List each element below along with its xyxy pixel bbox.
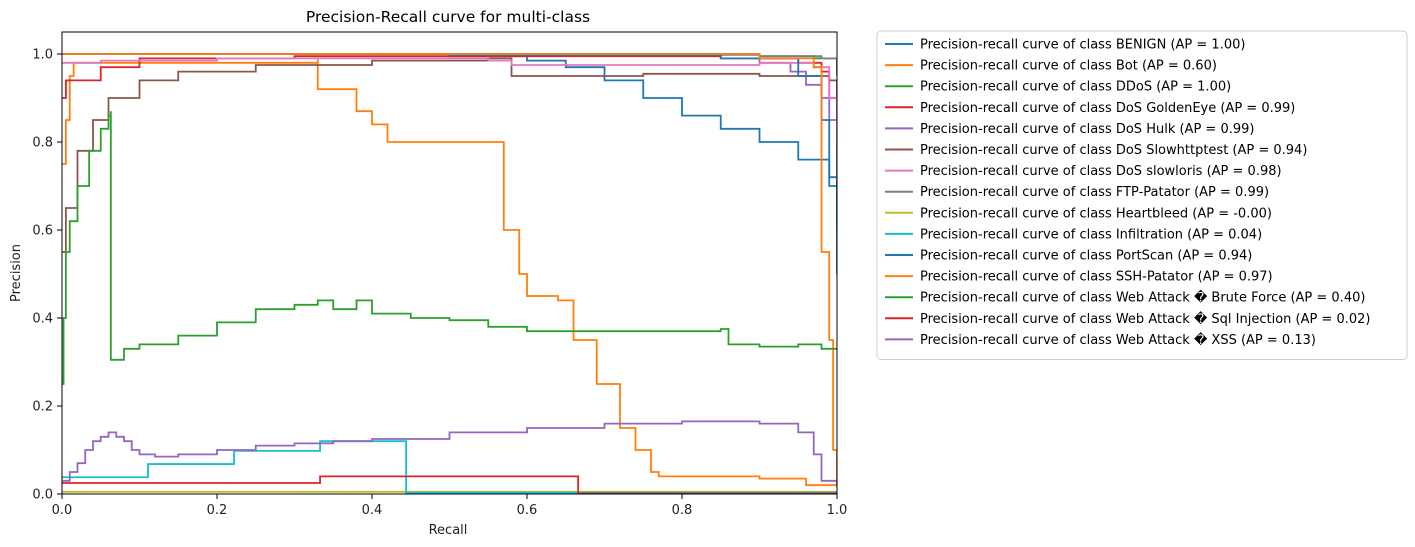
y-axis-label: Precision <box>9 244 24 302</box>
legend-entry: Precision-recall curve of class SSH-Pata… <box>920 270 1273 285</box>
y-axis: 0.0 0.2 0.4 0.6 0.8 1.0 <box>32 48 62 503</box>
y-tick-label: 0.4 <box>32 312 53 327</box>
x-axis: 0.0 0.2 0.4 0.6 0.8 1.0 <box>52 494 848 518</box>
legend-entry: Precision-recall curve of class Web Atta… <box>920 331 1316 348</box>
series-line-10 <box>62 53 837 274</box>
series-line-5 <box>62 57 837 253</box>
x-tick-label: 1.0 <box>827 503 848 518</box>
y-tick-label: 0.0 <box>32 488 53 503</box>
y-tick-label: 0.2 <box>32 400 53 415</box>
legend: Precision-recall curve of class BENIGN (… <box>876 30 1408 360</box>
legend-box <box>876 30 1408 360</box>
legend-entry: Precision-recall curve of class Web Atta… <box>920 310 1371 327</box>
series-line-9 <box>62 440 837 494</box>
legend-entry: Precision-recall curve of class FTP-Pata… <box>920 185 1269 200</box>
legend-entry: Precision-recall curve of class PortScan… <box>920 249 1252 264</box>
legend-entry: Precision-recall curve of class DoS Hulk… <box>920 122 1254 137</box>
series-line-1 <box>62 58 837 488</box>
plot-frame <box>61 31 838 495</box>
legend-entry: Precision-recall curve of class DoS slow… <box>920 164 1282 179</box>
y-tick-label: 0.6 <box>32 224 53 239</box>
legend-entry: Precision-recall curve of class Web Atta… <box>920 289 1365 306</box>
x-axis-label: Recall <box>429 523 468 538</box>
legend-entry: Precision-recall curve of class DoS Slow… <box>920 143 1307 158</box>
y-tick-label: 0.8 <box>32 136 53 151</box>
series-line-11 <box>62 53 837 486</box>
legend-entry: Precision-recall curve of class DoS Gold… <box>920 101 1295 116</box>
x-tick-label: 0.2 <box>207 503 228 518</box>
legend-entry: Precision-recall curve of class Heartble… <box>920 206 1272 221</box>
y-tick-label: 1.0 <box>32 48 53 63</box>
series-line-12 <box>62 111 837 385</box>
series-line-14 <box>62 420 837 486</box>
x-tick-label: 0.4 <box>362 503 383 518</box>
legend-entry: Precision-recall curve of class DDoS (AP… <box>920 80 1231 95</box>
legend-entry: Precision-recall curve of class Infiltra… <box>920 227 1262 242</box>
x-tick-label: 0.0 <box>52 503 73 518</box>
plot-area <box>61 31 838 495</box>
legend-entry: Precision-recall curve of class Bot (AP … <box>920 59 1217 74</box>
legend-entry: Precision-recall curve of class BENIGN (… <box>920 38 1245 53</box>
series-line-6 <box>62 57 837 142</box>
chart-title: Precision-Recall curve for multi-class <box>306 8 590 26</box>
x-tick-label: 0.8 <box>672 503 693 518</box>
x-tick-label: 0.6 <box>517 503 538 518</box>
